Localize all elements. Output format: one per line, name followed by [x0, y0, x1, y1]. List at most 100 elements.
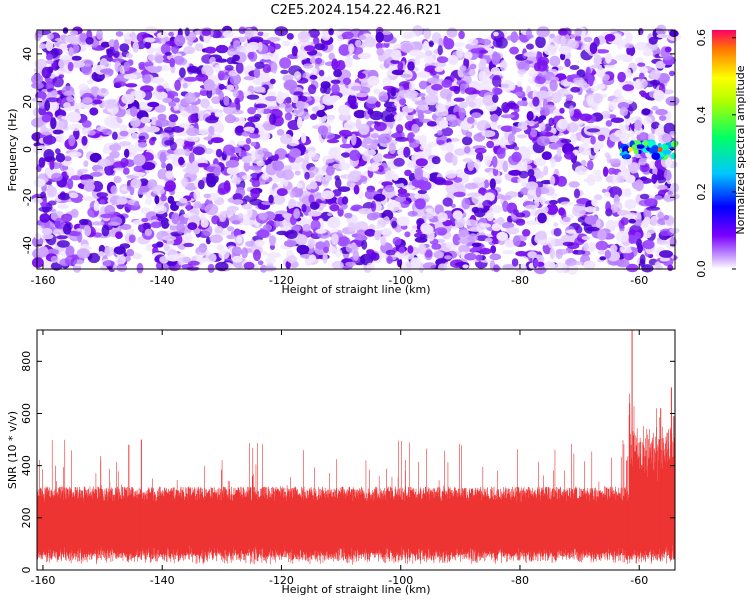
heatmap-x-tick-label: -100	[388, 274, 413, 287]
heatmap-cell	[38, 106, 47, 116]
heatmap-cell	[123, 73, 138, 80]
heatmap-cell	[183, 242, 195, 248]
heatmap-cell	[110, 185, 118, 195]
heatmap-cell	[418, 105, 430, 111]
heatmap-cell	[634, 78, 641, 90]
heatmap-cell	[560, 138, 572, 144]
heatmap-cell	[639, 72, 645, 80]
heatmap-cell	[646, 206, 661, 211]
heatmap-cell	[288, 161, 303, 171]
heatmap-cell	[138, 186, 150, 193]
heatmap-y-tick-label: 20	[21, 95, 34, 109]
heatmap-cell	[484, 155, 492, 167]
heatmap-cell	[565, 229, 578, 234]
heatmap-cell	[163, 243, 170, 251]
top-plot: -160 -140 -120 -100 -80 -60 -40 -20 0 20 40 Heigh…	[6, 24, 682, 296]
heatmap-cell	[138, 135, 146, 140]
heatmap-cell	[104, 164, 115, 176]
heatmap-cell	[381, 31, 392, 35]
heatmap-y-tick-label: -20	[21, 188, 34, 206]
heatmap-cell	[251, 180, 261, 188]
heatmap-cell	[407, 210, 418, 217]
heatmap-cell	[414, 100, 428, 106]
heatmap-cell	[434, 204, 444, 215]
heatmap-cell	[103, 260, 112, 267]
heatmap-cell	[370, 200, 377, 212]
heatmap-cell	[439, 88, 453, 100]
heatmap-cell	[267, 36, 281, 42]
heatmap-cell	[532, 96, 540, 107]
heatmap-cell	[461, 136, 473, 146]
heatmap-cell	[331, 146, 342, 158]
heatmap-cell	[327, 115, 334, 124]
heatmap-cell	[331, 58, 339, 71]
heatmap-cell	[234, 97, 240, 105]
heatmap-cell	[609, 244, 618, 253]
heatmap-cell	[231, 255, 243, 263]
heatmap-cell	[253, 113, 262, 119]
heatmap-cell	[616, 38, 624, 50]
heatmap-cell	[625, 174, 636, 184]
heatmap-cell	[608, 100, 617, 111]
heatmap-cell	[522, 229, 531, 237]
heatmap-cell	[34, 233, 42, 240]
heatmap-cell	[119, 141, 132, 147]
heatmap-cell	[38, 206, 52, 212]
heatmap-cell	[654, 195, 663, 201]
heatmap-cell	[592, 169, 602, 176]
heatmap-x-tick-label: -120	[269, 274, 294, 287]
heatmap-cell	[663, 169, 672, 181]
heatmap-cell	[659, 228, 673, 237]
heatmap-cell	[179, 67, 186, 78]
heatmap-cell	[591, 103, 599, 112]
heatmap-cell	[130, 106, 138, 117]
heatmap-cell	[375, 42, 383, 50]
heatmap-cell	[130, 117, 141, 128]
heatmap-cell	[226, 166, 240, 175]
heatmap-cell	[243, 261, 255, 270]
heatmap-cell	[374, 230, 381, 241]
heatmap-cell	[253, 67, 261, 79]
heatmap-cell	[40, 191, 47, 199]
heatmap-cell	[243, 76, 255, 81]
heatmap-cell	[474, 207, 486, 218]
colorbar: 0.0 0.2 0.4 0.6 Normalized spectral amplitu…	[695, 29, 747, 278]
heatmap-cell	[296, 183, 303, 189]
heatmap-cell	[42, 233, 54, 240]
heatmap-cell	[573, 188, 581, 199]
heatmap-cell	[423, 55, 435, 65]
heatmap-cell	[49, 159, 55, 170]
heatmap-cell	[338, 162, 351, 170]
heatmap-cell	[597, 134, 606, 142]
heatmap-cell	[589, 154, 598, 160]
heatmap-cell	[274, 220, 280, 228]
heatmap-cell	[355, 236, 368, 241]
heatmap-cell	[593, 93, 603, 104]
heatmap-cell	[407, 245, 414, 254]
heatmap-cell	[123, 61, 130, 72]
heatmap-cell	[265, 257, 277, 264]
heatmap-cell	[203, 193, 211, 199]
heatmap-cell	[61, 213, 73, 222]
heatmap-cell	[200, 98, 210, 109]
heatmap-cell	[402, 32, 414, 39]
heatmap-cell	[206, 87, 213, 99]
heatmap-cell	[547, 237, 556, 249]
heatmap-cell	[183, 232, 192, 240]
heatmap-cell	[511, 258, 519, 267]
heatmap-cell	[584, 206, 597, 213]
heatmap-cell	[549, 175, 556, 186]
heatmap-cell	[41, 228, 53, 235]
heatmap-cell	[620, 217, 629, 226]
heatmap-cell	[286, 208, 296, 214]
heatmap-cell	[478, 81, 492, 93]
heatmap-cell	[178, 156, 185, 166]
heatmap-cell	[138, 141, 148, 148]
heatmap-cell	[345, 243, 359, 254]
heatmap-cell	[380, 235, 387, 246]
heatmap-cell	[205, 116, 219, 124]
heatmap-cell	[475, 254, 483, 261]
heatmap-cell	[239, 116, 246, 126]
heatmap-cell	[516, 81, 522, 87]
heatmap-cell	[584, 215, 599, 225]
